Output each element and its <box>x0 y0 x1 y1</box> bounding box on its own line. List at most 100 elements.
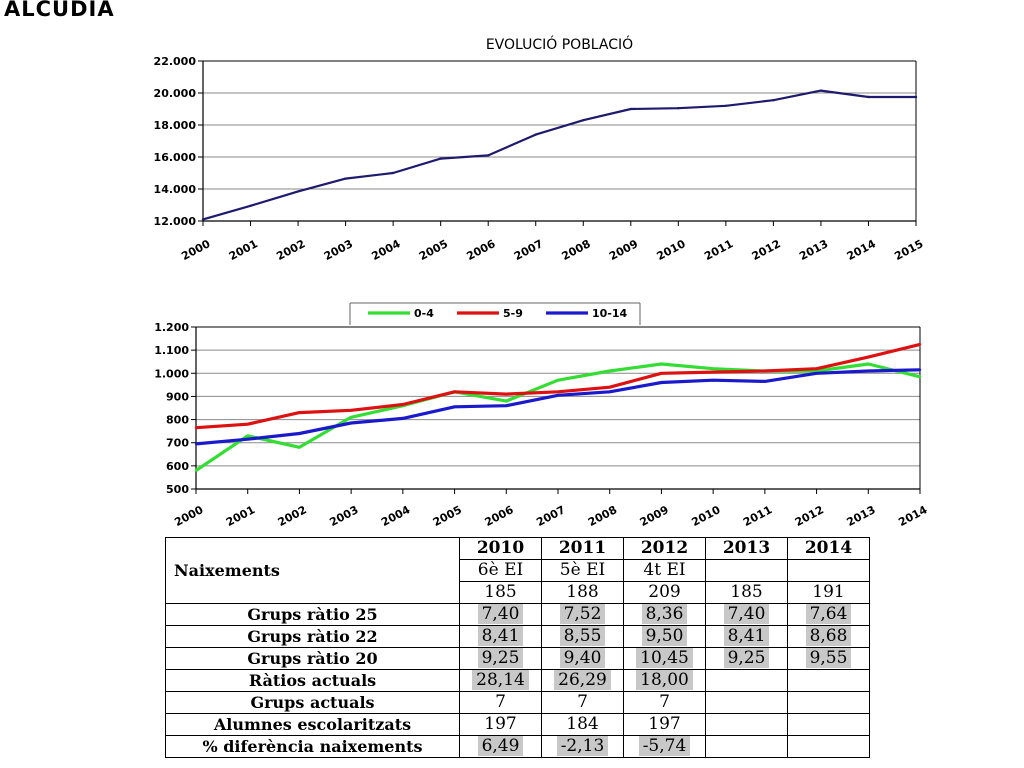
table-cell-value: 7,52 <box>559 604 606 624</box>
data-point <box>194 442 198 446</box>
x-tick-label: 2014 <box>845 237 878 263</box>
data-point <box>194 426 198 429</box>
table-cell: -2,13 <box>541 735 624 758</box>
table-cell-value: 8,55 <box>559 626 606 646</box>
table-cell: 8,36 <box>623 603 706 626</box>
row-label: Ràtios actuals <box>165 669 460 692</box>
data-point <box>298 446 301 449</box>
table-cell: 7,40 <box>459 603 542 626</box>
births-cell: 191 <box>787 581 870 604</box>
page-title: ALCÚDIA <box>4 0 115 21</box>
table-cell: 184 <box>541 713 624 736</box>
data-point <box>439 157 442 160</box>
table-cell: -5,74 <box>623 735 706 758</box>
row-label: Grups ràtio 22 <box>165 625 460 648</box>
data-point <box>401 403 405 406</box>
table-cell-value: 8,41 <box>723 626 770 646</box>
table-cell: 28,14 <box>459 669 542 692</box>
series-line-5-9 <box>195 342 921 430</box>
table-cell-value: 26,29 <box>554 670 611 690</box>
chart-title: EVOLUCIÓ POBLACIÓ <box>486 35 633 53</box>
data-point <box>391 171 395 175</box>
data-point <box>201 218 205 221</box>
data-point <box>660 372 663 375</box>
data-point <box>298 432 301 435</box>
data-point <box>556 390 560 393</box>
data-point <box>914 95 918 99</box>
course-cell <box>787 559 870 582</box>
table-cell <box>705 735 788 758</box>
x-tick-label: 2013 <box>845 503 878 529</box>
x-tick-label: 2011 <box>702 237 735 263</box>
data-point <box>349 409 353 412</box>
data-point <box>453 390 456 393</box>
data-point <box>918 343 922 346</box>
data-point <box>194 469 198 472</box>
x-tick-label: 2005 <box>431 503 464 529</box>
legend-label: 5-9 <box>503 307 523 320</box>
x-tick-label: 2003 <box>322 237 355 263</box>
table-cell <box>705 713 788 736</box>
table-cell <box>787 735 870 758</box>
data-point <box>556 379 560 382</box>
y-tick-label: 500 <box>166 483 189 496</box>
y-tick-label: 800 <box>166 414 189 427</box>
x-tick-label: 2002 <box>276 503 309 529</box>
data-point <box>556 394 560 397</box>
table-row: Grups ràtio 25 7,40 7,52 8,36 7,40 7,64 <box>165 603 870 626</box>
y-tick-label: 700 <box>166 437 189 450</box>
data-point <box>608 386 611 389</box>
x-tick-label: 2006 <box>483 503 516 529</box>
year-header: 2010 <box>459 537 542 560</box>
table-cell-value: 9,25 <box>477 648 524 668</box>
table-cell-value: 10,45 <box>636 648 693 668</box>
data-point <box>772 99 775 102</box>
table-cell <box>705 691 788 714</box>
data-point <box>815 372 818 375</box>
x-tick-label: 2004 <box>369 237 402 263</box>
data-point <box>867 355 870 359</box>
legend-label: 0-4 <box>414 307 434 320</box>
y-tick-label: 900 <box>166 390 189 403</box>
data-point <box>487 154 490 157</box>
x-tick-label: 2008 <box>586 503 619 529</box>
births-cell: 188 <box>541 581 624 604</box>
x-tick-label: 2007 <box>534 503 567 529</box>
x-tick-label: 2015 <box>892 237 925 263</box>
table-cell-value: -5,74 <box>638 736 691 756</box>
data-point <box>344 177 347 180</box>
year-header: 2012 <box>623 537 706 560</box>
data-point <box>401 417 405 420</box>
table-cell-value: 8,36 <box>641 604 688 624</box>
series-line-population <box>202 89 916 221</box>
table-row: Ràtios actuals 28,14 26,29 18,00 <box>165 669 870 692</box>
table-row: Grups ràtio 20 9,25 9,40 10,45 9,25 9,55 <box>165 647 870 670</box>
x-tick-label: 2000 <box>179 237 212 263</box>
data-point <box>349 421 353 425</box>
table-cell <box>787 713 870 736</box>
x-tick-label: 2006 <box>464 237 497 263</box>
table-cell: 7 <box>459 691 542 714</box>
data-point <box>296 190 300 193</box>
x-tick-label: 2004 <box>379 503 412 529</box>
table-cell: 7,40 <box>705 603 788 626</box>
data-point <box>918 368 922 371</box>
table-cell: 9,55 <box>787 647 870 670</box>
x-tick-label: 2001 <box>227 237 260 263</box>
course-cell <box>705 559 788 582</box>
table-row-years: Naixements 2010 2011 2012 2013 2014 <box>165 537 870 604</box>
x-tick-label: 2012 <box>750 237 783 263</box>
data-point <box>349 416 353 419</box>
table-cell-value: 7,40 <box>477 604 524 624</box>
table-cell <box>705 669 788 692</box>
data-point <box>629 107 632 111</box>
charts-canvas: EVOLUCIÓ POBLACIÓ 12.000 14.000 16.000 18.00… <box>154 35 930 529</box>
data-point <box>660 362 663 366</box>
table-cell: 8,68 <box>787 625 870 648</box>
births-table: Naixements 2010 2011 2012 2013 2014 6è EI 5è EI… <box>165 537 870 758</box>
table-cell-value: 18,00 <box>636 670 693 690</box>
table-cell <box>787 669 870 692</box>
data-point <box>453 405 456 408</box>
table-cell <box>787 691 870 714</box>
x-tick-label: 2012 <box>793 503 826 529</box>
